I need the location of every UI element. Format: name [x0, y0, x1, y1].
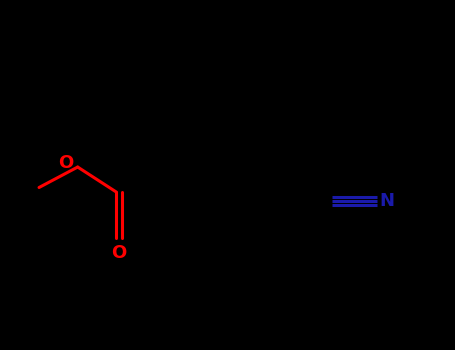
Text: O: O [58, 154, 73, 172]
Text: O: O [111, 244, 126, 262]
Text: N: N [379, 192, 394, 210]
